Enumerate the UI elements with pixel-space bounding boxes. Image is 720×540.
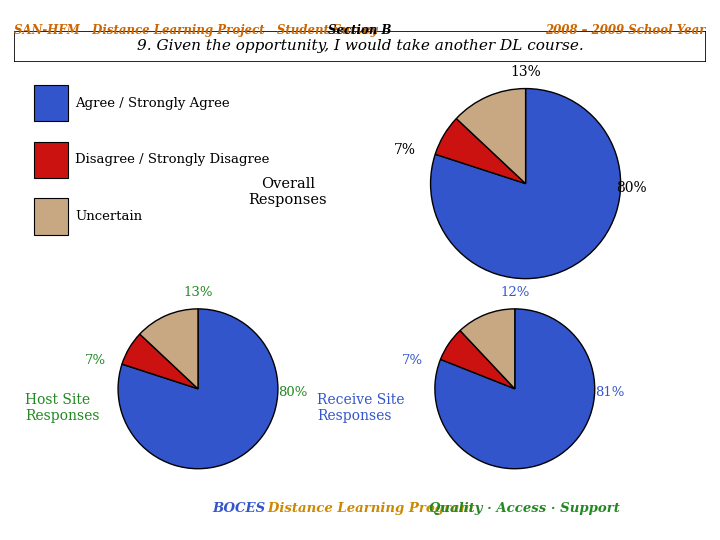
Wedge shape: [431, 89, 621, 279]
Text: 80%: 80%: [278, 386, 307, 399]
Text: Disagree / Strongly Disagree: Disagree / Strongly Disagree: [76, 153, 270, 166]
FancyBboxPatch shape: [14, 31, 706, 62]
Text: 7%: 7%: [85, 354, 106, 367]
Text: 9. Given the opportunity, I would take another DL course.: 9. Given the opportunity, I would take a…: [137, 39, 583, 53]
Wedge shape: [460, 309, 515, 389]
Text: 81%: 81%: [595, 386, 624, 399]
Wedge shape: [435, 309, 595, 469]
Text: 13%: 13%: [510, 65, 541, 79]
Wedge shape: [435, 119, 526, 184]
Bar: [34, 85, 68, 122]
Wedge shape: [122, 334, 198, 389]
Text: BOCES: BOCES: [212, 502, 266, 515]
Text: Quality · Access · Support: Quality · Access · Support: [415, 502, 621, 515]
Text: 7%: 7%: [402, 354, 423, 367]
Wedge shape: [118, 309, 278, 469]
Wedge shape: [456, 89, 526, 184]
Text: 7%: 7%: [395, 143, 416, 157]
Text: Distance Learning Program: Distance Learning Program: [254, 502, 474, 515]
Text: Host Site
Responses: Host Site Responses: [25, 393, 99, 423]
Text: 13%: 13%: [184, 286, 212, 299]
Bar: [34, 198, 68, 235]
Text: 80%: 80%: [616, 181, 647, 195]
Text: SAN-HFM   Distance Learning Project   Student Survey: SAN-HFM Distance Learning Project Studen…: [14, 24, 378, 37]
Bar: [34, 141, 68, 178]
Wedge shape: [140, 309, 198, 389]
Text: Receive Site
Responses: Receive Site Responses: [317, 393, 405, 423]
Text: Uncertain: Uncertain: [76, 211, 143, 224]
Text: Section B: Section B: [328, 24, 392, 37]
Text: Agree / Strongly Agree: Agree / Strongly Agree: [76, 97, 230, 110]
Wedge shape: [441, 330, 515, 389]
Text: 2008 – 2009 School Year: 2008 – 2009 School Year: [545, 24, 706, 37]
Text: 12%: 12%: [500, 286, 529, 299]
Text: Overall
Responses: Overall Responses: [248, 177, 328, 207]
